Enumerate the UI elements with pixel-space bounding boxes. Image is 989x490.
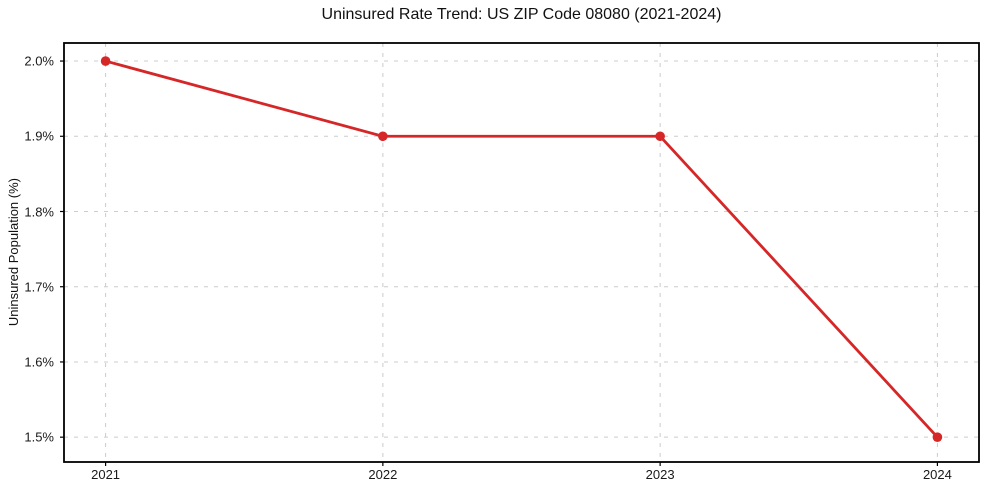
trend-line bbox=[104, 59, 939, 439]
chart-title: Uninsured Rate Trend: US ZIP Code 08080 … bbox=[321, 6, 722, 23]
y-tick-label: 2.0% bbox=[24, 53, 54, 69]
y-tick-label: 1.6% bbox=[24, 354, 54, 370]
data-point-marker bbox=[100, 56, 111, 66]
plot-svg bbox=[60, 42, 980, 466]
y-axis-label-text: Uninsured Population (%) bbox=[6, 178, 21, 327]
x-tick-label: 2022 bbox=[368, 467, 398, 482]
data-point-marker bbox=[655, 131, 665, 142]
y-axis-label: Uninsured Population (%) bbox=[6, 43, 21, 462]
x-tick-label: 2024 bbox=[922, 467, 952, 482]
y-tick-label: 1.9% bbox=[24, 128, 54, 144]
data-point-marker bbox=[378, 131, 388, 142]
data-point-marker bbox=[932, 432, 943, 442]
x-tick-label: 2023 bbox=[645, 467, 675, 482]
y-tick-label: 1.5% bbox=[24, 429, 54, 445]
y-tick-label: 1.7% bbox=[24, 279, 54, 295]
x-tick-label: 2021 bbox=[91, 467, 121, 482]
y-tick-label: 1.8% bbox=[24, 204, 54, 219]
plot-frame bbox=[63, 42, 980, 463]
